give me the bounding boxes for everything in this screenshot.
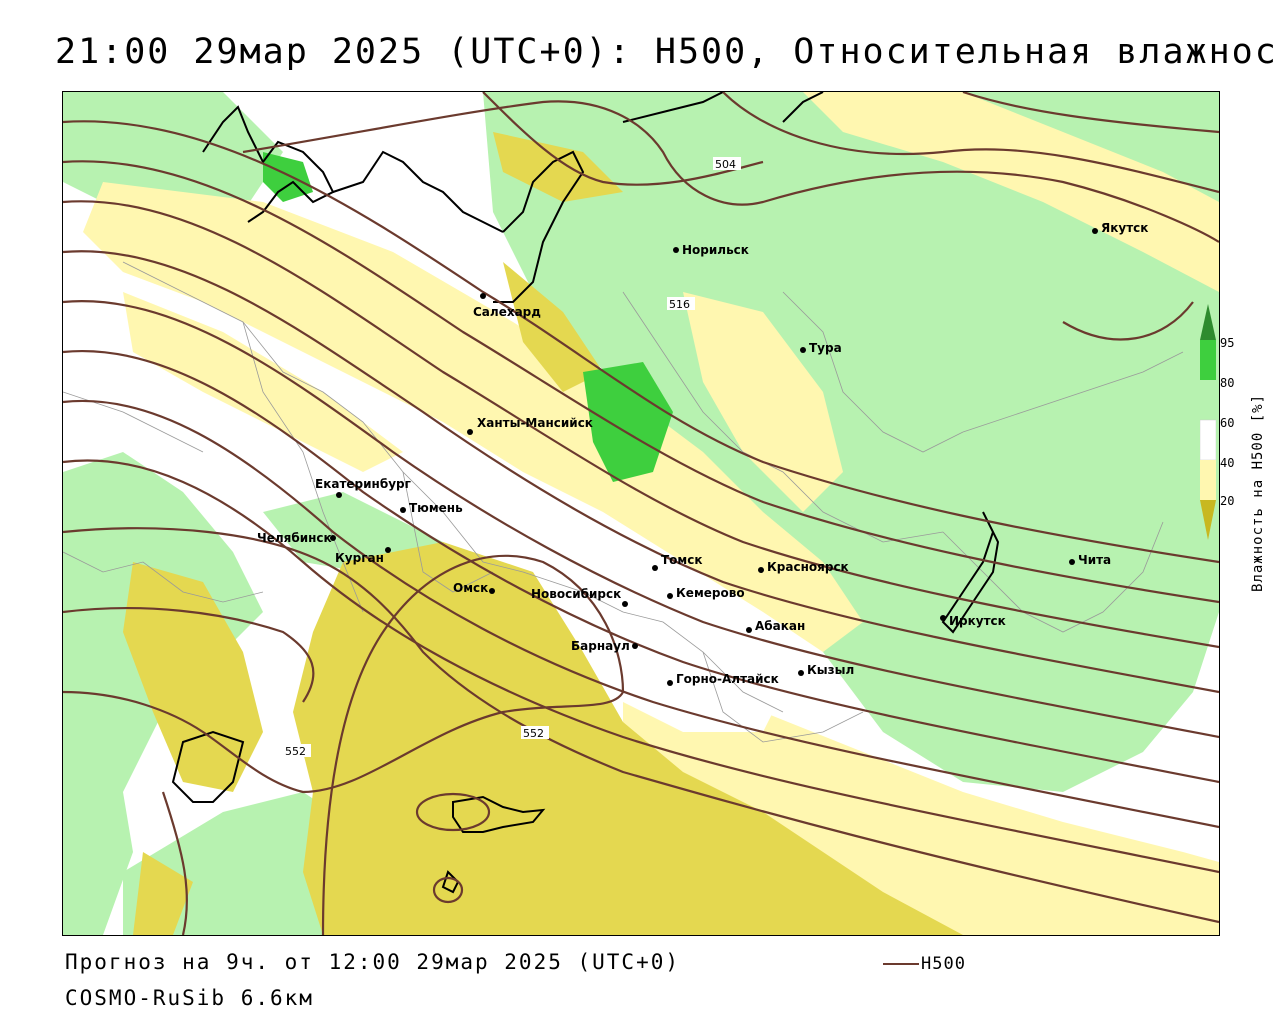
city-label: Якутск (1101, 221, 1148, 235)
model-name: COSMO-RuSib 6.6км (65, 986, 314, 1010)
city-label: Абакан (755, 619, 805, 633)
h500-legend-label: H500 (921, 954, 966, 974)
map-title: 21:00 29мар 2025 (UTC+0): H500, Относите… (55, 32, 1280, 72)
city-label: Тура (809, 341, 842, 355)
city-label: Томск (661, 553, 703, 567)
forecast-info: Прогноз на 9ч. от 12:00 29мар 2025 (UTC+… (65, 950, 681, 974)
contour-label: 552 (523, 727, 544, 740)
city-label: Новосибирск (531, 587, 621, 601)
city-label: Салехард (473, 305, 541, 319)
contour-labels: 504 516 552 552 (283, 157, 741, 758)
colorbar-tick: 40 (1220, 456, 1235, 470)
city-markers: Якутск Норильск Салехард Тура Ханты-Манс… (257, 221, 1148, 686)
humidity-colorbar (1200, 304, 1216, 540)
city-label: Норильск (682, 243, 749, 257)
contour-label: 552 (285, 745, 306, 758)
city-label: Кемерово (676, 586, 745, 600)
city-label: Кызыл (807, 663, 854, 677)
city-label: Чита (1078, 553, 1111, 567)
city-label: Курган (335, 551, 384, 565)
city-label: Челябинск (257, 531, 332, 545)
colorbar-tick: 95 (1220, 336, 1235, 350)
city-label: Красноярск (767, 560, 849, 574)
colorbar-tick: 80 (1220, 376, 1235, 390)
city-label: Екатеринбург (315, 477, 411, 491)
contour-label: 504 (715, 158, 736, 171)
city-label: Горно-Алтайск (676, 672, 779, 686)
city-label: Иркутск (949, 614, 1006, 628)
h500-contours (63, 92, 1219, 935)
weather-map[interactable]: 504 516 552 552 Якутск Норильск Салехард… (62, 91, 1220, 936)
colorbar-tick: 20 (1220, 494, 1235, 508)
city-label: Ханты-Мансийск (477, 416, 593, 430)
contour-label: 516 (669, 298, 690, 311)
h500-legend-line (883, 963, 919, 965)
coastlines (171, 92, 1000, 894)
city-label: Тюмень (409, 501, 463, 515)
humidity-field (63, 92, 1219, 935)
city-label: Омск (453, 581, 488, 595)
colorbar-title: Влажность на H500 [%] (1250, 393, 1266, 592)
colorbar-tick: 60 (1220, 416, 1235, 430)
city-label: Барнаул (571, 639, 630, 653)
